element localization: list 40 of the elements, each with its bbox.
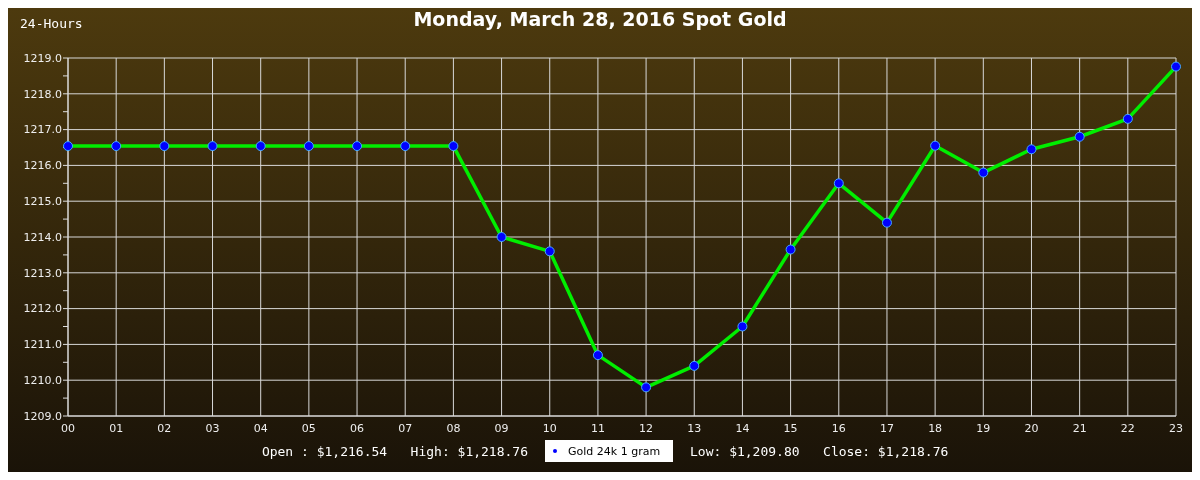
x-tick-label: 22	[1120, 422, 1135, 435]
x-tick-label: 18	[928, 422, 943, 435]
x-tick-label: 00	[61, 422, 75, 435]
y-tick-label: 1216.0	[23, 159, 62, 173]
x-tick-label: 08	[446, 422, 461, 435]
x-tick-label: 02	[157, 422, 172, 435]
text: Low: $1,209.80 Close: $1,218.76	[690, 444, 949, 459]
y-tick-label: 1213.0	[23, 266, 62, 280]
x-tick-label: 16	[831, 422, 846, 435]
y-tick-label: 1217.0	[23, 123, 62, 137]
x-tick-label: 04	[253, 422, 268, 435]
chart-title: Monday, March 28, 2016 Spot Gold	[413, 8, 787, 30]
y-tick-label: 1214.0	[23, 230, 62, 244]
x-tick-label: 15	[783, 422, 798, 435]
x-tick-label: 09	[494, 422, 509, 435]
y-tick-label: 1215.0	[23, 195, 62, 209]
y-tick-label: 1218.0	[23, 87, 62, 101]
x-tick-label: 01	[109, 422, 124, 435]
x-tick-label: 17	[879, 422, 894, 435]
x-tick-label: 19	[976, 422, 991, 435]
x-tick-label: 13	[687, 422, 702, 435]
x-tick-label: 14	[735, 422, 750, 435]
x-tick-label: 07	[398, 422, 413, 435]
x-tick-label: 11	[590, 422, 605, 435]
x-tick-label: 12	[639, 422, 654, 435]
x-tick-label: 10	[542, 422, 557, 435]
y-tick-label: 1211.0	[23, 338, 62, 352]
x-tick-label: 03	[205, 422, 220, 435]
x-tick-label: 20	[1024, 422, 1039, 435]
y-tick-label: 1210.0	[23, 374, 62, 388]
x-tick-label: 06	[350, 422, 365, 435]
x-tick-label: 21	[1072, 422, 1087, 435]
y-tick-label: 1219.0	[23, 51, 62, 65]
x-tick-label: 23	[1169, 422, 1183, 435]
text: 24-Hours	[20, 16, 83, 31]
text: Open : $1,216.54 High: $1,218.76	[261, 444, 528, 459]
text: Gold 24k 1 gram	[568, 445, 661, 458]
x-tick-label: 05	[301, 422, 316, 435]
y-tick-label: 1209.0	[23, 409, 62, 423]
y-tick-label: 1212.0	[23, 302, 62, 316]
